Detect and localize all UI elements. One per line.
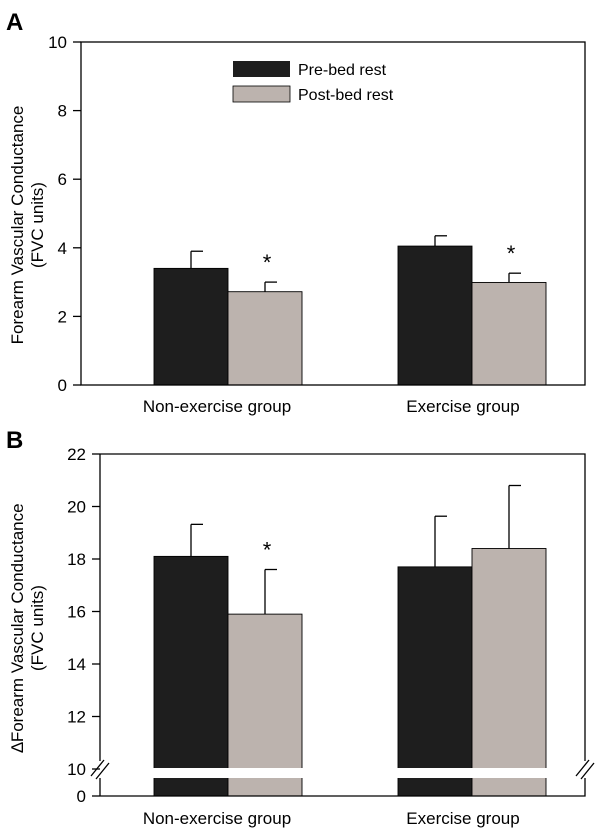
panelA-bar xyxy=(227,291,303,386)
panel-a-ylabel-line: (FVC units) xyxy=(28,182,47,268)
panel-b-category-label: Non-exercise group xyxy=(143,809,291,828)
axis-break-slash xyxy=(575,759,590,777)
panel-a-bars xyxy=(153,245,547,386)
panelA-bar xyxy=(153,267,229,386)
panelA-y-tick-label: 4 xyxy=(58,239,67,258)
panel-b-y-axis: 0 10 12 14 16 18 20 22 xyxy=(67,445,100,806)
panel-letter-a: A xyxy=(6,9,23,36)
panelB-y-tick-label: 10 xyxy=(67,760,86,779)
axis-break-band xyxy=(101,768,584,778)
panel-letter-b: B xyxy=(6,427,23,454)
panelB-y-tick-label: 22 xyxy=(67,445,86,464)
panelB-y-tick-label: 12 xyxy=(67,708,86,727)
panel-b-ylabel-line: ∆Forearm Vascular Conductance xyxy=(8,503,27,752)
panelB-significance-mark: * xyxy=(263,538,272,563)
panel-b-plot-frame xyxy=(99,453,586,797)
panelA-y-tick-label: 6 xyxy=(58,170,67,189)
panelB-bar xyxy=(471,548,547,797)
panel-b-error-bars xyxy=(190,484,521,615)
legend-swatch-post xyxy=(232,85,291,103)
panelB-y-tick-label: 20 xyxy=(67,498,86,517)
panelA-y-tick-label: 8 xyxy=(58,102,67,121)
panel-a-y-axis: 0 2 4 6 8 10 xyxy=(48,33,81,395)
legend-swatch-pre xyxy=(233,61,290,77)
panelA-y-tick-label: 10 xyxy=(48,33,67,52)
panelA-significance-mark: * xyxy=(507,241,516,266)
panelB-bar xyxy=(153,555,229,797)
legend-label-post: Post-bed rest xyxy=(298,87,394,104)
panel-b: B 0 10 12 14 16 18 20 22 * Non-exercise group E… xyxy=(6,427,595,828)
panelA-bar xyxy=(397,245,473,386)
panel-a-plot-frame xyxy=(80,41,586,386)
axis-break-slash xyxy=(580,762,595,780)
panelB-y-tick-label: 0 xyxy=(77,787,86,806)
panel-b-category-label: Exercise group xyxy=(406,809,519,828)
axis-break-slash xyxy=(95,762,110,780)
panel-b-y-axis-title: ∆Forearm Vascular Conductance (FVC units… xyxy=(8,503,47,752)
panel-b-ylabel-line: (FVC units) xyxy=(28,585,47,671)
panel-b-axis-break xyxy=(90,759,595,780)
panel-a-category-label: Non-exercise group xyxy=(143,397,291,416)
panel-b-bars xyxy=(153,548,547,797)
panelB-y-tick-label: 14 xyxy=(67,655,86,674)
panel-a-error-bars xyxy=(190,235,521,292)
panelA-bar xyxy=(471,281,547,386)
legend: Pre-bed rest Post-bed rest xyxy=(232,61,394,104)
panelA-significance-mark: * xyxy=(263,250,272,275)
panel-a-significance: * * xyxy=(263,241,516,275)
panelB-y-tick-label: 16 xyxy=(67,603,86,622)
panel-a-ylabel-line: Forearm Vascular Conductance xyxy=(8,106,27,345)
panel-b-significance: * xyxy=(263,538,272,563)
legend-label-pre: Pre-bed rest xyxy=(298,62,387,79)
panelA-y-tick-label: 0 xyxy=(58,376,67,395)
panel-a-y-axis-title: Forearm Vascular Conductance (FVC units) xyxy=(8,106,47,345)
panel-a-category-label: Exercise group xyxy=(406,397,519,416)
panelA-y-tick-label: 2 xyxy=(58,307,67,326)
panelB-bar xyxy=(397,566,473,797)
panelB-y-tick-label: 18 xyxy=(67,550,86,569)
axis-break-slash xyxy=(90,759,105,777)
panelB-bar xyxy=(227,613,303,797)
